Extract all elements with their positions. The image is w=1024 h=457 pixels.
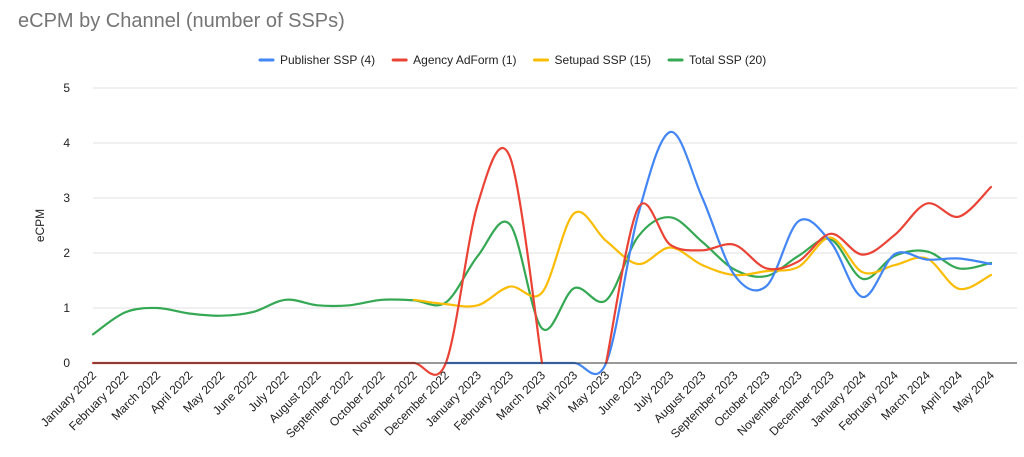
y-tick-label-5: 5 bbox=[63, 81, 70, 95]
legend-item-setupad-ssp-15: Setupad SSP (15) bbox=[533, 53, 652, 67]
legend-label-publisher-ssp-4: Publisher SSP (4) bbox=[280, 53, 375, 67]
y-tick-label-3: 3 bbox=[63, 191, 70, 205]
gridlines bbox=[93, 87, 1017, 309]
legend-item-publisher-ssp-4: Publisher SSP (4) bbox=[258, 53, 375, 67]
y-tick-label-0: 0 bbox=[63, 356, 70, 370]
y-tick-label-4: 4 bbox=[63, 136, 70, 150]
legend-label-agency-adform-1: Agency AdForm (1) bbox=[413, 53, 516, 67]
y-axis-title: eCPM bbox=[33, 209, 47, 242]
chart-title: eCPM by Channel (number of SSPs) bbox=[18, 10, 345, 32]
y-tick-label-1: 1 bbox=[63, 301, 70, 315]
legend-label-setupad-ssp-15: Setupad SSP (15) bbox=[555, 53, 652, 67]
legend-label-total-ssp-20: Total SSP (20) bbox=[689, 53, 766, 67]
series-line-total-ssp-20 bbox=[91, 216, 993, 336]
legend: Publisher SSP (4) Agency AdForm (1) Setupa… bbox=[258, 53, 766, 67]
series-line-agency-adform-1 bbox=[91, 147, 993, 376]
legend-item-total-ssp-20: Total SSP (20) bbox=[667, 53, 766, 67]
y-tick-label-2: 2 bbox=[63, 246, 70, 260]
legend-item-agency-adform-1: Agency AdForm (1) bbox=[391, 53, 517, 67]
series-line-setupad-ssp-15 bbox=[412, 210, 993, 308]
